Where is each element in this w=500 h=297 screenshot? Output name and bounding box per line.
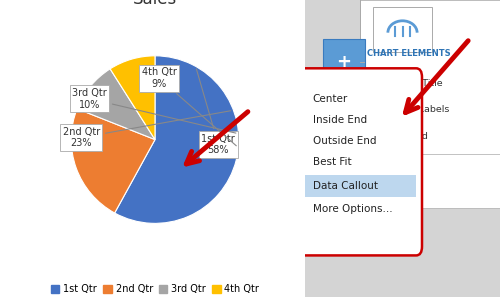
Text: Data Labels: Data Labels (393, 105, 449, 114)
Legend: 1st Qtr, 2nd Qtr, 3rd Qtr, 4th Qtr: 1st Qtr, 2nd Qtr, 3rd Qtr, 4th Qtr (47, 280, 263, 297)
Text: Legend: Legend (393, 132, 428, 141)
FancyBboxPatch shape (364, 98, 386, 122)
Text: Outside End: Outside End (313, 136, 376, 146)
Wedge shape (71, 109, 155, 213)
Text: CHART ELEMENTS: CHART ELEMENTS (368, 49, 451, 58)
Text: More Options...: More Options... (313, 204, 392, 214)
FancyBboxPatch shape (322, 39, 366, 86)
Wedge shape (77, 69, 155, 140)
Text: Data Callout: Data Callout (313, 181, 378, 191)
Text: +: + (336, 53, 351, 71)
Text: 1st Qtr
58%: 1st Qtr 58% (196, 69, 235, 156)
Wedge shape (110, 56, 155, 140)
Wedge shape (114, 56, 239, 223)
Text: Center: Center (313, 94, 348, 105)
Title: Sales: Sales (133, 0, 177, 7)
Text: Chart Title: Chart Title (393, 79, 442, 88)
Text: Inside End: Inside End (313, 115, 367, 125)
FancyBboxPatch shape (364, 125, 386, 148)
Bar (295, 175, 416, 197)
FancyBboxPatch shape (364, 71, 386, 95)
Text: 2nd Qtr
23%: 2nd Qtr 23% (63, 111, 230, 148)
FancyBboxPatch shape (290, 68, 422, 255)
Bar (360, 0, 500, 208)
Text: 3rd Qtr
10%: 3rd Qtr 10% (72, 88, 236, 133)
Text: Best Fit: Best Fit (313, 157, 352, 167)
Text: 4th Qtr
9%: 4th Qtr 9% (142, 67, 236, 146)
FancyBboxPatch shape (373, 7, 432, 52)
